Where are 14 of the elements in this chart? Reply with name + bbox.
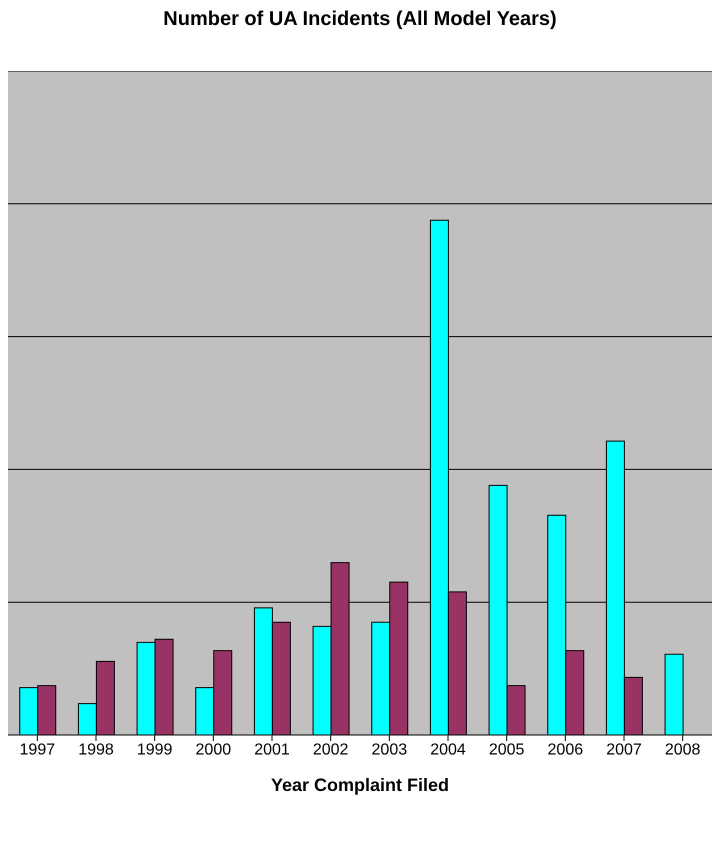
x-tick-label: 2005 [488, 741, 525, 758]
x-axis-title: Year Complaint Filed [270, 775, 450, 796]
chart-title: Number of UA Incidents (All Model Years) [162, 8, 558, 31]
x-tick-label: 1998 [78, 741, 114, 758]
x-tick-label: 2008 [664, 741, 701, 758]
x-tick-label: 2006 [548, 741, 584, 758]
x-tick-label: 2004 [430, 741, 466, 758]
x-tick-label: 2007 [606, 741, 642, 758]
x-tick-label: 1999 [136, 741, 173, 758]
x-tick-label: 2002 [312, 741, 349, 758]
x-tick-label: 2000 [196, 741, 232, 758]
x-tick-label: 1997 [20, 741, 56, 758]
x-tick-label: 2001 [254, 741, 290, 758]
x-tick-label: 2003 [372, 741, 408, 758]
